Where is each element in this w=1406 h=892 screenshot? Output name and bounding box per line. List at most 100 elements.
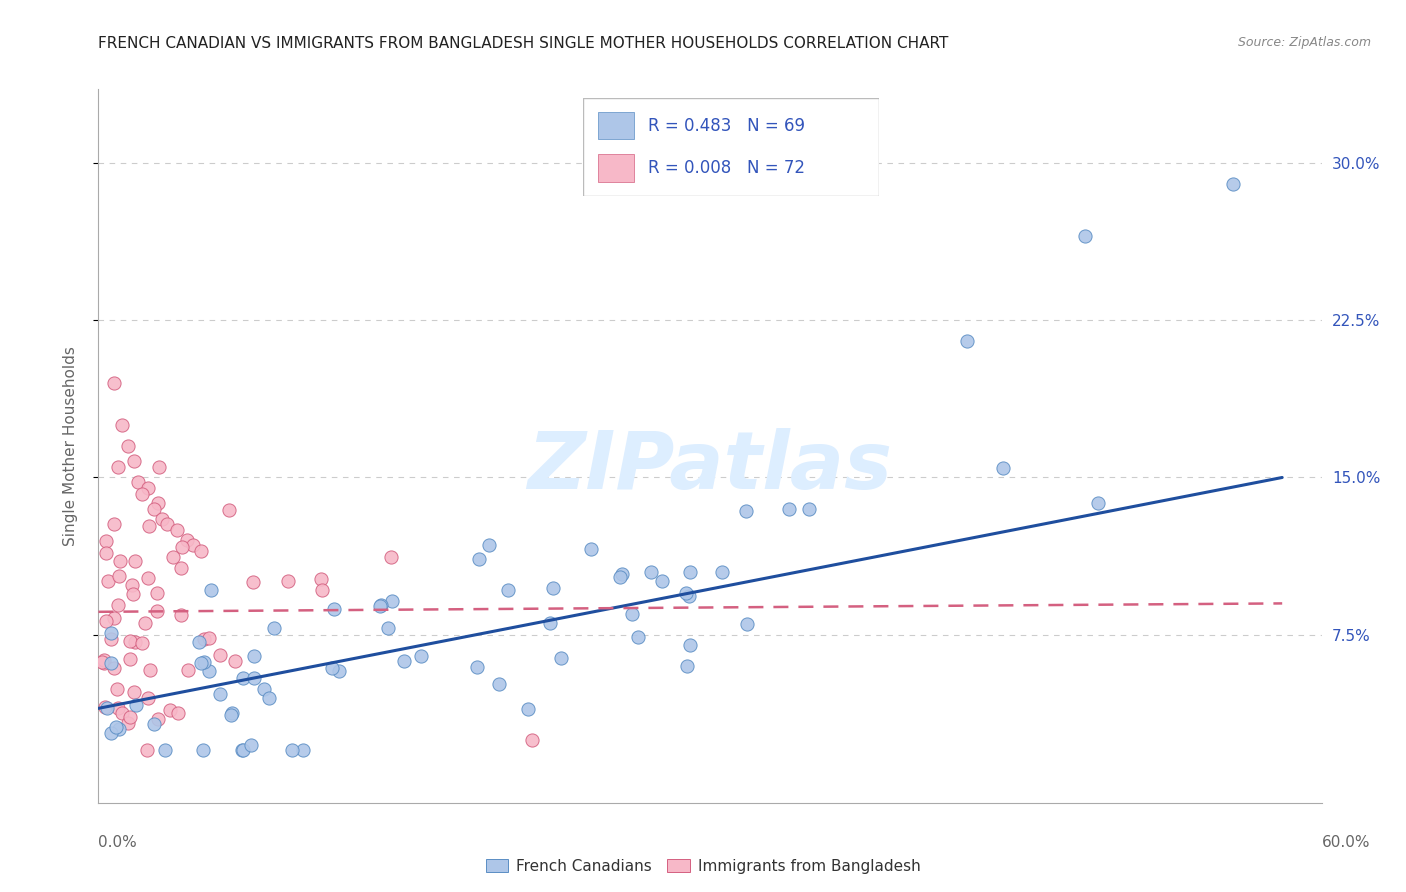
Point [103,517,125,532]
Point [94,546,117,560]
Point [263,621,285,635]
Text: FRENCH CANADIAN VS IMMIGRANTS FROM BANGLADESH SINGLE MOTHER HOUSEHOLDS CORRELATI: FRENCH CANADIAN VS IMMIGRANTS FROM BANGL… [98,36,949,51]
Point [517,702,540,716]
Point [468,551,491,566]
Point [651,574,673,588]
Point [640,565,662,579]
Point [291,743,314,757]
Point [612,567,634,582]
Point [679,638,702,652]
Point [122,587,145,601]
Point [136,481,159,495]
Point [778,502,800,516]
Point [181,538,204,552]
Point [243,648,266,663]
Point [219,707,242,722]
Point [797,502,820,516]
Point [148,460,170,475]
Text: Source: ZipAtlas.com: Source: ZipAtlas.com [1237,36,1371,49]
Point [167,706,190,720]
Point [311,583,333,598]
Point [150,512,173,526]
Point [550,650,572,665]
Point [676,659,699,673]
Point [127,475,149,489]
Point [105,681,128,696]
Point [153,743,176,757]
Point [138,518,160,533]
Point [100,626,122,640]
Point [239,738,262,752]
Point [103,611,125,625]
Point [735,617,758,632]
Point [105,720,128,734]
Point [221,706,243,720]
Legend: French Canadians, Immigrants from Bangladesh: French Canadians, Immigrants from Bangla… [479,853,927,880]
Point [94,534,117,549]
Point [200,583,222,598]
Point [103,376,125,390]
Point [166,523,188,537]
Point [146,496,169,510]
Text: ZIPatlas: ZIPatlas [527,428,893,507]
Point [198,631,221,645]
Point [103,661,125,675]
Point [710,565,733,579]
Point [124,698,146,712]
Point [117,439,139,453]
Point [94,614,117,628]
Point [124,635,146,649]
Point [1087,496,1109,510]
Point [134,615,156,630]
Point [621,607,644,621]
Point [538,615,561,630]
Point [955,334,977,348]
Point [394,655,416,669]
Point [243,671,266,685]
Point [176,663,198,677]
Text: R = 0.008   N = 72: R = 0.008 N = 72 [648,159,806,177]
Point [111,706,134,720]
Point [679,565,702,579]
Point [159,703,181,717]
Point [193,632,215,646]
Point [579,541,602,556]
Point [120,633,142,648]
Point [377,621,399,635]
Point [522,732,544,747]
Point [108,722,131,736]
Point [190,656,212,670]
Text: R = 0.483   N = 69: R = 0.483 N = 69 [648,117,806,135]
Point [496,582,519,597]
Point [135,743,157,757]
Point [543,582,565,596]
Point [170,607,193,622]
Point [146,712,169,726]
Point [991,461,1014,475]
Point [675,585,697,599]
Point [218,503,240,517]
Point [145,586,167,600]
Point [242,574,264,589]
Point [122,453,145,467]
FancyBboxPatch shape [583,98,879,196]
Text: 60.0%: 60.0% [1323,836,1371,850]
Point [121,578,143,592]
Point [142,502,165,516]
Point [131,487,153,501]
Bar [599,112,634,139]
Point [107,598,129,612]
Point [232,671,254,685]
Point [190,544,212,558]
Text: 0.0%: 0.0% [98,836,138,850]
Point [208,648,231,662]
Point [193,655,215,669]
Point [1222,177,1244,191]
Point [328,664,350,678]
Point [136,690,159,705]
Point [124,554,146,568]
Point [162,550,184,565]
Point [321,661,343,675]
Point [146,604,169,618]
Point [253,681,276,696]
